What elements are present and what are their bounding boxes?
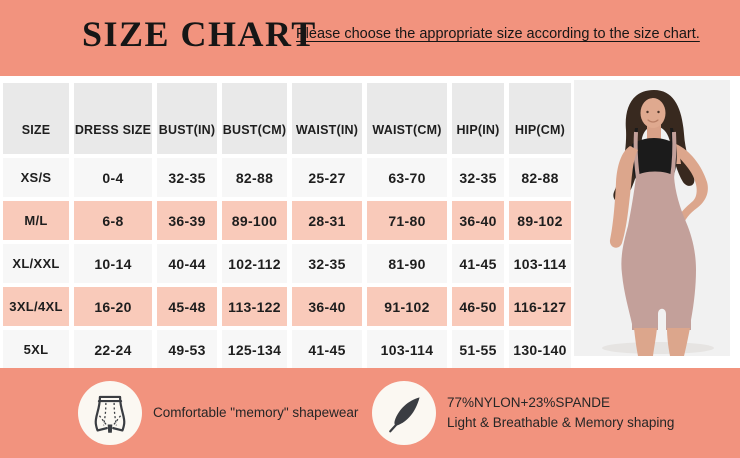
column-header: HIP(IN): [452, 83, 504, 154]
feature-memory-text: Comfortable "memory" shapewear: [153, 403, 358, 423]
row-size-label: M/L: [3, 201, 69, 240]
size-value-cell: 82-88: [222, 158, 287, 197]
size-value-cell: 81-90: [367, 244, 447, 283]
size-value-cell: 32-35: [292, 244, 362, 283]
features-band: Comfortable "memory" shapewear 77%NYLON+…: [0, 368, 740, 458]
page-subtitle: Please choose the appropriate size accor…: [296, 26, 700, 42]
size-value-cell: 113-122: [222, 287, 287, 326]
size-value-cell: 91-102: [367, 287, 447, 326]
size-value-cell: 41-45: [292, 330, 362, 369]
size-value-cell: 36-40: [452, 201, 504, 240]
size-value-cell: 0-4: [74, 158, 152, 197]
column-header: BUST(CM): [222, 83, 287, 154]
model-photo: [574, 80, 730, 356]
size-value-cell: 28-31: [292, 201, 362, 240]
content-area: SIZE DRESS SIZE BUST(IN) BUST(CM) WAIST(IN) W…: [0, 76, 740, 369]
size-table: SIZE DRESS SIZE BUST(IN) BUST(CM) WAIST(IN) W…: [0, 79, 576, 373]
row-size-label: 5XL: [3, 330, 69, 369]
column-header: BUST(IN): [157, 83, 217, 154]
feature-fabric-text: 77%NYLON+23%SPANDE Light & Breathable & …: [447, 393, 674, 433]
size-value-cell: 51-55: [452, 330, 504, 369]
row-size-label: XS/S: [3, 158, 69, 197]
size-value-cell: 49-53: [157, 330, 217, 369]
model-illustration: [574, 80, 730, 356]
feather-icon: [372, 381, 436, 445]
column-header: HIP(CM): [509, 83, 571, 154]
size-value-cell: 22-24: [74, 330, 152, 369]
size-value-cell: 10-14: [74, 244, 152, 283]
size-value-cell: 125-134: [222, 330, 287, 369]
feature-line: Light & Breathable & Memory shaping: [447, 415, 675, 430]
table-row: M/L 6-8 36-39 89-100 28-31 71-80 36-40 89-102: [3, 201, 571, 240]
table-row: XS/S 0-4 32-35 82-88 25-27 63-70 32-35 82-88: [3, 158, 571, 197]
table-row: 3XL/4XL 16-20 45-48 113-122 36-40 91-102 46-50…: [3, 287, 571, 326]
size-value-cell: 25-27: [292, 158, 362, 197]
column-header: WAIST(IN): [292, 83, 362, 154]
table-header-row: SIZE DRESS SIZE BUST(IN) BUST(CM) WAIST(IN) W…: [3, 83, 571, 154]
table-row: XL/XXL 10-14 40-44 102-112 32-35 81-90 41-45 10…: [3, 244, 571, 283]
size-value-cell: 32-35: [452, 158, 504, 197]
size-value-cell: 89-100: [222, 201, 287, 240]
size-value-cell: 40-44: [157, 244, 217, 283]
column-header: DRESS SIZE: [74, 83, 152, 154]
feature-line: Comfortable "memory" shapewear: [153, 405, 359, 420]
size-value-cell: 103-114: [509, 244, 571, 283]
size-value-cell: 71-80: [367, 201, 447, 240]
size-value-cell: 82-88: [509, 158, 571, 197]
column-header: SIZE: [3, 83, 69, 154]
size-value-cell: 32-35: [157, 158, 217, 197]
column-header: WAIST(CM): [367, 83, 447, 154]
size-value-cell: 45-48: [157, 287, 217, 326]
size-value-cell: 6-8: [74, 201, 152, 240]
size-value-cell: 102-112: [222, 244, 287, 283]
feature-fabric: 77%NYLON+23%SPANDE Light & Breathable & …: [372, 381, 674, 445]
header-band: SIZE CHART Please choose the appropriate…: [0, 0, 740, 76]
shapewear-icon: [78, 381, 142, 445]
size-value-cell: 63-70: [367, 158, 447, 197]
size-value-cell: 89-102: [509, 201, 571, 240]
size-value-cell: 16-20: [74, 287, 152, 326]
table-row: 5XL 22-24 49-53 125-134 41-45 103-114 51-55 130…: [3, 330, 571, 369]
size-value-cell: 46-50: [452, 287, 504, 326]
feature-line: 77%NYLON+23%SPANDE: [447, 395, 610, 410]
size-value-cell: 103-114: [367, 330, 447, 369]
size-value-cell: 130-140: [509, 330, 571, 369]
feature-memory-shapewear: Comfortable "memory" shapewear: [78, 381, 358, 445]
page-title: SIZE CHART: [82, 14, 317, 54]
row-size-label: XL/XXL: [3, 244, 69, 283]
table-body: XS/S 0-4 32-35 82-88 25-27 63-70 32-35 82-88 M/L…: [3, 158, 571, 369]
size-value-cell: 41-45: [452, 244, 504, 283]
row-size-label: 3XL/4XL: [3, 287, 69, 326]
size-value-cell: 36-40: [292, 287, 362, 326]
size-value-cell: 36-39: [157, 201, 217, 240]
size-value-cell: 116-127: [509, 287, 571, 326]
